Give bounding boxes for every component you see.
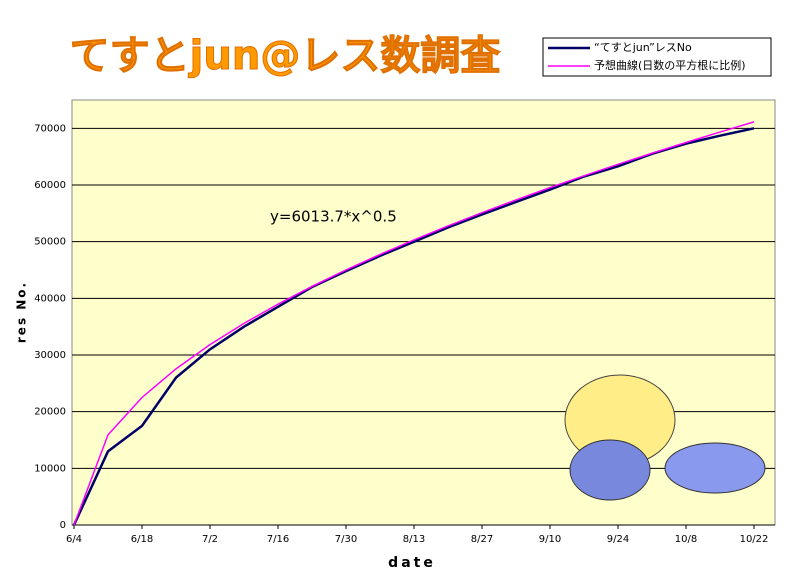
plot-area (71, 99, 776, 526)
x-tick-label: 7/30 (335, 534, 357, 545)
y-tick-label: 20000 (34, 407, 66, 418)
series-line (73, 121, 755, 526)
y-tick-label: 40000 (34, 293, 66, 304)
x-tick-label: 7/2 (202, 534, 218, 545)
x-tick-label: 10/22 (740, 534, 769, 545)
x-tick-label: 7/16 (267, 534, 289, 545)
annotation: y=6013.7*x^0.5 (270, 208, 397, 226)
x-tick-label: 10/8 (675, 534, 697, 545)
y-tick-label: 50000 (34, 237, 66, 248)
x-axis-label: date (388, 555, 436, 571)
legend-label: 予想曲線(日数の平方根に比例) (594, 58, 746, 72)
illustration (564, 374, 766, 501)
series-line (72, 127, 755, 526)
x-tick-label: 6/4 (66, 534, 82, 545)
x-tick-label: 8/13 (403, 534, 425, 545)
x-tick-label: 9/24 (607, 534, 629, 545)
x-tick-label: 6/18 (131, 534, 153, 545)
x-tick-label: 8/27 (471, 534, 493, 545)
y-tick-label: 0 (60, 520, 66, 531)
legend-label: “てすとjun”レスNo (594, 41, 692, 54)
x-tick-label: 9/10 (539, 534, 561, 545)
y-axis-label: res No. (15, 281, 29, 343)
y-tick-label: 60000 (34, 180, 66, 191)
legend (542, 37, 772, 77)
chart-title: てすとjun@レス数調査 (70, 33, 501, 79)
y-tick-label: 10000 (34, 463, 66, 474)
y-tick-label: 70000 (34, 123, 66, 134)
y-tick-label: 30000 (34, 350, 66, 361)
